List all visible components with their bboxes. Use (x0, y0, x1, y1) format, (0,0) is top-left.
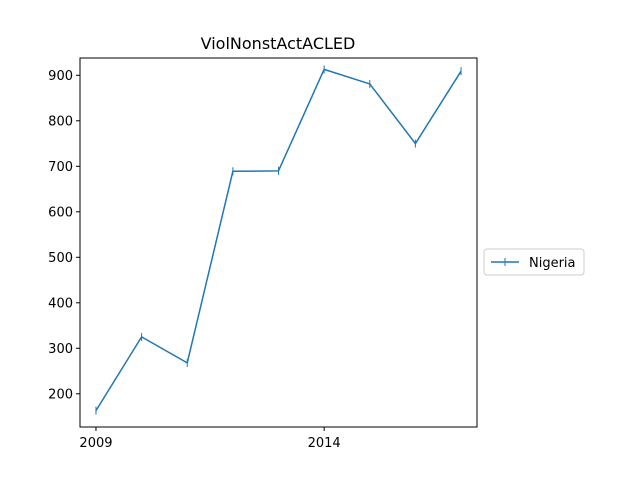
x-tick-label-2014: 2014 (308, 436, 341, 451)
y-tick-label-300: 300 (48, 342, 73, 357)
x-axis: 2009 2014 (79, 427, 341, 451)
series-line-nigeria (95, 68, 462, 412)
legend: Nigeria (483, 248, 585, 276)
legend-box (483, 248, 585, 276)
y-tick-label-700: 700 (48, 160, 73, 175)
y-tick-label-500: 500 (48, 251, 73, 266)
chart-title: ViolNonstActACLED (201, 34, 356, 53)
plot-layer (95, 65, 462, 415)
y-axis: 200 300 400 500 600 700 800 900 (48, 69, 80, 402)
y-tick-label-600: 600 (48, 205, 73, 220)
y-tick-label-900: 900 (48, 69, 73, 84)
y-tick-label-200: 200 (48, 387, 73, 402)
plot-frame (79, 57, 478, 428)
x-tick-label-2009: 2009 (79, 436, 112, 451)
legend-label-nigeria: Nigeria (529, 256, 576, 271)
y-tick-label-400: 400 (48, 296, 73, 311)
y-tick-label-800: 800 (48, 114, 73, 129)
